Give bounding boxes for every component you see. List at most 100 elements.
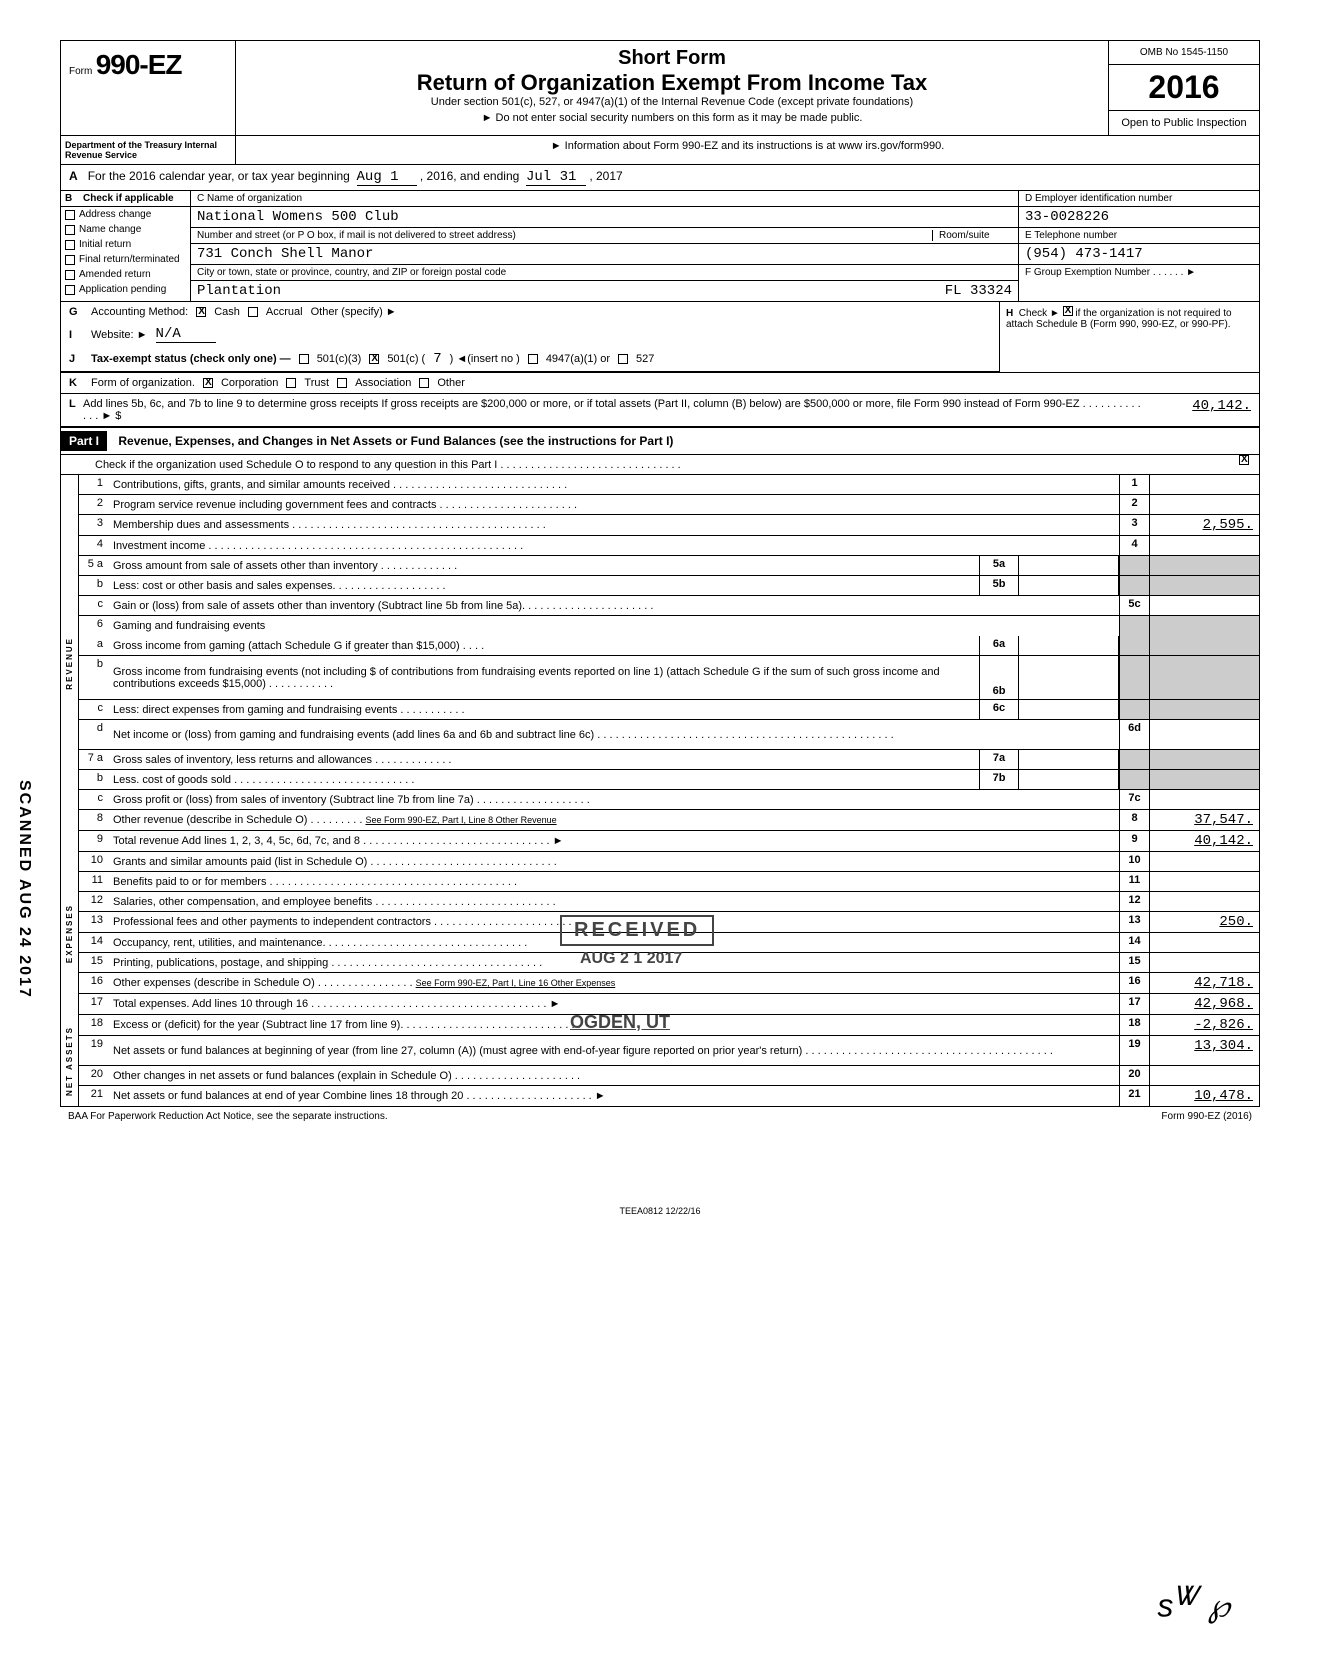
row-k: K Form of organization. Corporation Trus… <box>61 373 1259 394</box>
form-label: Form <box>69 66 92 77</box>
line-5b: bLess: cost or other basis and sales exp… <box>79 576 1259 596</box>
header-row: Form 990-EZ Short Form Return of Organiz… <box>61 41 1259 136</box>
checkbox-501c3[interactable] <box>299 354 309 364</box>
checkbox-4947[interactable] <box>528 354 538 364</box>
assets-section: NET ASSETS 18Excess or (deficit) for the… <box>61 1015 1259 1106</box>
org-name: National Womens 500 Club <box>191 207 1018 228</box>
line-7b: bLess. cost of goods sold . . . . . . . … <box>79 770 1259 790</box>
line-3: 3Membership dues and assessments . . . .… <box>79 515 1259 536</box>
line-5a: 5 aGross amount from sale of assets othe… <box>79 556 1259 576</box>
addr-label-row: Number and street (or P O box, if mail i… <box>191 228 1018 244</box>
info-link: ► Information about Form 990-EZ and its … <box>236 136 1259 164</box>
line-6b: bGross income from fundraising events (n… <box>79 656 1259 700</box>
checkbox-h[interactable] <box>1063 306 1073 316</box>
k-label: Form of organization. <box>91 377 195 389</box>
org-city: Plantation <box>197 283 281 299</box>
check-final[interactable]: Final return/terminated <box>61 252 190 267</box>
checkbox-501c[interactable] <box>369 354 379 364</box>
revenue-label: REVENUE <box>61 475 79 852</box>
org-addr: 731 Conch Shell Manor <box>191 244 1018 265</box>
omb-number: OMB No 1545-1150 <box>1109 41 1259 65</box>
line-1: 1Contributions, gifts, grants, and simil… <box>79 475 1259 495</box>
subtitle: Under section 501(c), 527, or 4947(a)(1)… <box>246 96 1098 108</box>
a-endyear: , 2017 <box>589 169 622 183</box>
col-c: C Name of organization National Womens 5… <box>191 191 1019 301</box>
line-20: 20Other changes in net assets or fund ba… <box>79 1066 1259 1086</box>
a-mid: , 2016, and ending <box>420 169 519 183</box>
line-6a: aGross income from gaming (attach Schedu… <box>79 636 1259 656</box>
checkbox-icon[interactable] <box>65 255 75 265</box>
checkbox-icon[interactable] <box>65 285 75 295</box>
line-7a: 7 aGross sales of inventory, less return… <box>79 750 1259 770</box>
check-name[interactable]: Name change <box>61 222 190 237</box>
line-4: 4Investment income . . . . . . . . . . .… <box>79 536 1259 556</box>
g-label: Accounting Method: <box>91 306 188 318</box>
row-i: I Website: ► N/A <box>61 322 999 347</box>
a-text: For the 2016 calendar year, or tax year … <box>88 169 350 183</box>
line-21: 21Net assets or fund balances at end of … <box>79 1086 1259 1106</box>
checkbox-corp[interactable] <box>203 378 213 388</box>
e-phone: (954) 473-1417 <box>1019 244 1259 265</box>
part1-check: Check if the organization used Schedule … <box>61 455 1259 475</box>
checkbox-other[interactable] <box>419 378 429 388</box>
revenue-section: REVENUE 1Contributions, gifts, grants, a… <box>61 475 1259 852</box>
omb-cell: OMB No 1545-1150 2016 Open to Public Ins… <box>1109 41 1259 135</box>
footer-right: Form 990-EZ (2016) <box>1161 1111 1252 1122</box>
a-end: Jul 31 <box>526 169 586 186</box>
j-label: Tax-exempt status (check only one) — <box>91 353 291 365</box>
stamp-scanned: SCANNED AUG 24 2017 <box>15 780 33 999</box>
row-a: A For the 2016 calendar year, or tax yea… <box>61 165 1259 191</box>
line-7c: cGross profit or (loss) from sales of in… <box>79 790 1259 810</box>
line-14: 14Occupancy, rent, utilities, and mainte… <box>79 933 1259 953</box>
col-b: B Check if applicable Address change Nam… <box>61 191 191 301</box>
dept-treasury: Department of the Treasury Internal Reve… <box>61 136 236 164</box>
line-15: 15Printing, publications, postage, and s… <box>79 953 1259 973</box>
checkbox-icon[interactable] <box>65 225 75 235</box>
d-ein: 33-0028226 <box>1019 207 1259 228</box>
check-amended[interactable]: Amended return <box>61 267 190 282</box>
row-h: H Check ► if the organization is not req… <box>999 302 1259 372</box>
line-2: 2Program service revenue including gover… <box>79 495 1259 515</box>
checkbox-icon[interactable] <box>65 240 75 250</box>
check-pending[interactable]: Application pending <box>61 282 190 297</box>
checkbox-icon[interactable] <box>65 270 75 280</box>
i-label: Website: ► <box>91 329 148 341</box>
line-17: 17Total expenses. Add lines 10 through 1… <box>79 994 1259 1015</box>
footer: BAA For Paperwork Reduction Act Notice, … <box>60 1107 1260 1126</box>
line-19: 19Net assets or fund balances at beginni… <box>79 1036 1259 1066</box>
form-990ez: Form 990-EZ Short Form Return of Organiz… <box>60 40 1260 1107</box>
teea-code: TEEA0812 12/22/16 <box>60 1206 1260 1216</box>
main-title: Return of Organization Exempt From Incom… <box>246 70 1098 96</box>
section-bcdef: B Check if applicable Address change Nam… <box>61 191 1259 302</box>
a-begin: Aug 1 <box>357 169 417 186</box>
checkbox-cash[interactable] <box>196 307 206 317</box>
checkbox-schedule-o[interactable] <box>1239 455 1249 465</box>
c-label: C Name of organization <box>191 191 1018 207</box>
assets-label: NET ASSETS <box>61 1015 79 1106</box>
d-label: D Employer identification number <box>1019 191 1259 207</box>
line-16: 16Other expenses (describe in Schedule O… <box>79 973 1259 994</box>
row-l: L Add lines 5b, 6c, and 7b to line 9 to … <box>61 394 1259 428</box>
line-6: 6Gaming and fundraising events <box>79 616 1259 636</box>
org-statezip: FL 33324 <box>945 283 1012 299</box>
tax-year: 2016 <box>1109 65 1259 111</box>
checkbox-assoc[interactable] <box>337 378 347 388</box>
line-10: 10Grants and similar amounts paid (list … <box>79 852 1259 872</box>
checkbox-trust[interactable] <box>286 378 296 388</box>
title-cell: Short Form Return of Organization Exempt… <box>236 41 1109 135</box>
col-def: D Employer identification number 33-0028… <box>1019 191 1259 301</box>
checkbox-accrual[interactable] <box>248 307 258 317</box>
form-number: 990-EZ <box>96 49 182 80</box>
line-12: 12Salaries, other compensation, and empl… <box>79 892 1259 912</box>
checkbox-icon[interactable] <box>65 210 75 220</box>
part1-title: Revenue, Expenses, and Changes in Net As… <box>110 431 681 451</box>
e-label: E Telephone number <box>1019 228 1259 244</box>
check-address[interactable]: Address change <box>61 207 190 222</box>
checkbox-527[interactable] <box>618 354 628 364</box>
footer-left: BAA For Paperwork Reduction Act Notice, … <box>68 1111 388 1122</box>
row-gh: G Accounting Method: Cash Accrual Other … <box>61 302 1259 373</box>
line-6c: cLess: direct expenses from gaming and f… <box>79 700 1259 720</box>
line-8: 8Other revenue (describe in Schedule O) … <box>79 810 1259 831</box>
check-initial[interactable]: Initial return <box>61 237 190 252</box>
b-header: B Check if applicable <box>61 191 190 207</box>
